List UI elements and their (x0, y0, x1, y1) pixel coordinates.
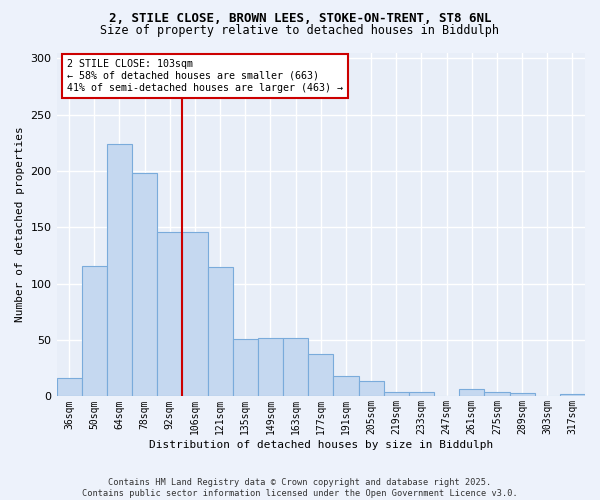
Bar (334, 376, 359, 396)
Text: Contains HM Land Registry data © Crown copyright and database right 2025.
Contai: Contains HM Land Registry data © Crown c… (82, 478, 518, 498)
Text: 2 STILE CLOSE: 103sqm
← 58% of detached houses are smaller (663)
41% of semi-det: 2 STILE CLOSE: 103sqm ← 58% of detached … (67, 60, 343, 92)
Bar (208, 266, 233, 396)
Bar (283, 338, 308, 396)
Bar (509, 393, 535, 396)
Bar (132, 173, 157, 396)
Y-axis label: Number of detached properties: Number of detached properties (15, 126, 25, 322)
X-axis label: Distribution of detached houses by size in Biddulph: Distribution of detached houses by size … (149, 440, 493, 450)
Bar (308, 354, 334, 397)
Text: 2, STILE CLOSE, BROWN LEES, STOKE-ON-TRENT, ST8 6NL: 2, STILE CLOSE, BROWN LEES, STOKE-ON-TRE… (109, 12, 491, 26)
Bar (409, 392, 434, 396)
Bar (56, 378, 82, 396)
Bar (82, 266, 107, 396)
Bar (484, 392, 509, 396)
Title: 2, STILE CLOSE, BROWN LEES, STOKE-ON-TRENT, ST8 6NL
Size of property relative to: 2, STILE CLOSE, BROWN LEES, STOKE-ON-TRE… (0, 499, 1, 500)
Bar (383, 392, 409, 396)
Bar (233, 339, 258, 396)
Bar (258, 338, 283, 396)
Bar (560, 394, 585, 396)
Bar (182, 232, 208, 396)
Bar (359, 380, 383, 396)
Bar (459, 388, 484, 396)
Bar (157, 232, 182, 396)
Bar (107, 144, 132, 397)
Text: Size of property relative to detached houses in Biddulph: Size of property relative to detached ho… (101, 24, 499, 37)
